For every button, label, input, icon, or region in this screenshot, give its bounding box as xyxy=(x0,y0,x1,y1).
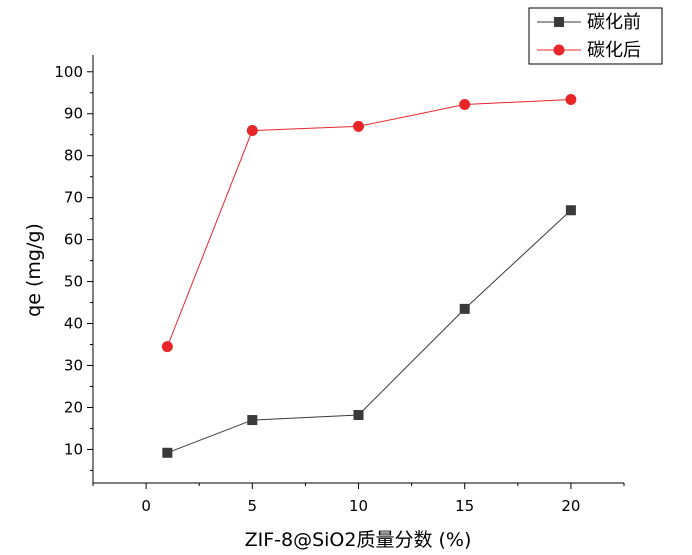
series-2 xyxy=(161,93,577,353)
y-tick-label: 20 xyxy=(64,398,83,416)
y-tick-label: 80 xyxy=(64,147,83,165)
legend-label: 碳化后 xyxy=(587,40,641,61)
y-axis-title: qe (mg/g) xyxy=(23,223,45,317)
legend-box xyxy=(528,7,663,65)
y-tick-label: 50 xyxy=(64,273,83,291)
x-tick-label: 20 xyxy=(561,497,580,515)
data-point-circle xyxy=(246,125,258,137)
y-tick-label: 70 xyxy=(64,189,83,207)
y-tick-label: 30 xyxy=(64,357,83,375)
data-point-circle xyxy=(161,341,173,353)
x-tick-label: 5 xyxy=(248,497,258,515)
legend-marker-circle xyxy=(553,44,565,56)
series-1 xyxy=(162,205,576,458)
data-point-circle xyxy=(353,120,364,132)
x-tick-label: 0 xyxy=(141,497,151,515)
y-tick-label: 100 xyxy=(54,63,83,81)
x-tick-label: 15 xyxy=(455,497,474,515)
y-axis: 10 20 30 40 50 60 70 80 90 100 xyxy=(54,63,93,471)
y-tick-label: 10 xyxy=(64,440,83,458)
legend-item: 碳化后 xyxy=(537,40,641,61)
data-point-square xyxy=(162,447,173,458)
y-tick-label: 60 xyxy=(64,231,83,249)
series-layer xyxy=(161,93,577,458)
x-axis: 0 5 10 15 20 xyxy=(92,483,625,515)
legend-item: 碳化前 xyxy=(537,12,641,33)
data-point-square xyxy=(353,410,364,421)
data-point-square xyxy=(565,205,576,216)
data-point-square xyxy=(459,303,470,314)
data-point-circle xyxy=(459,99,471,111)
y-tick-label: 90 xyxy=(64,105,83,123)
legend-marker-square xyxy=(554,17,564,27)
series-line xyxy=(167,209,572,454)
x-axis-title: ZIF-8@SiO2质量分数 (%) xyxy=(245,529,472,551)
x-tick-label: 10 xyxy=(349,497,368,515)
legend-label: 碳化前 xyxy=(587,12,641,33)
data-point-square xyxy=(247,415,258,426)
y-tick-label: 40 xyxy=(64,315,83,333)
data-point-circle xyxy=(565,93,577,105)
series-line xyxy=(166,98,571,347)
